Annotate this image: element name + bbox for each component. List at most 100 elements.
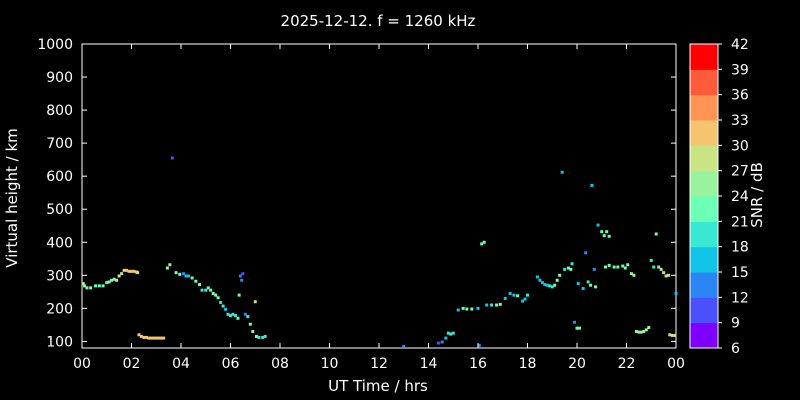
data-point — [194, 279, 198, 283]
data-point — [558, 273, 562, 277]
x-tick-label: 16 — [469, 356, 487, 372]
x-tick-label: 04 — [172, 356, 190, 372]
colorbar-tick-label: 39 — [731, 62, 749, 78]
data-point — [575, 326, 579, 330]
data-point — [477, 343, 481, 347]
data-point — [170, 156, 174, 160]
data-point — [157, 336, 161, 340]
data-point — [136, 271, 140, 275]
data-point — [563, 267, 567, 271]
x-axis-ticks: 00 02 04 06 08 10 12 14 16 18 20 22 00 — [73, 44, 685, 372]
y-tick-label: 800 — [46, 103, 73, 119]
data-point — [456, 308, 460, 312]
data-point — [110, 278, 114, 282]
data-point — [238, 274, 242, 278]
data-point — [209, 288, 213, 292]
colorbar-tick-label: 18 — [731, 240, 749, 256]
x-tick-label: 18 — [519, 356, 537, 372]
data-point — [576, 282, 580, 286]
data-point — [178, 272, 182, 276]
data-point — [543, 283, 547, 287]
data-point — [206, 286, 210, 290]
data-point — [629, 272, 633, 276]
x-tick-label: 14 — [420, 356, 438, 372]
data-point — [243, 312, 247, 316]
data-point — [144, 335, 148, 339]
data-point — [642, 329, 646, 333]
data-point — [105, 281, 109, 285]
data-point — [231, 312, 235, 316]
data-point — [668, 333, 672, 337]
colorbar-tick-label: 33 — [731, 113, 749, 129]
data-point — [490, 303, 494, 307]
data-point — [162, 336, 166, 340]
data-point — [649, 258, 653, 262]
plot-area — [81, 43, 677, 349]
data-point — [204, 288, 208, 292]
data-point — [550, 285, 554, 289]
y-tick-label: 500 — [46, 202, 73, 218]
data-point — [107, 280, 111, 284]
colorbar-tick-label: 12 — [731, 290, 749, 306]
data-point — [664, 274, 668, 278]
y-tick-label: 600 — [46, 169, 73, 185]
x-tick-label: 10 — [321, 356, 339, 372]
colorbar-segment — [690, 120, 718, 146]
data-point — [607, 234, 611, 238]
data-point — [573, 320, 577, 324]
data-point — [596, 223, 600, 227]
data-point — [654, 232, 658, 236]
y-tick-label: 300 — [46, 268, 73, 284]
data-point — [263, 334, 267, 338]
data-point — [186, 274, 190, 278]
colorbar-segment — [690, 322, 718, 349]
data-point — [566, 266, 570, 270]
data-point — [480, 242, 484, 246]
data-point — [602, 234, 606, 238]
data-point — [236, 316, 240, 320]
colorbar-tick-label: 30 — [731, 138, 749, 154]
data-point — [586, 280, 590, 284]
data-point — [616, 265, 620, 269]
x-tick-label: 20 — [568, 356, 586, 372]
data-point — [241, 272, 245, 276]
y-tick-label: 100 — [46, 334, 73, 350]
y-axis-ticks: 100 200 300 400 500 600 700 800 900 1000 — [37, 37, 676, 350]
data-point — [181, 272, 185, 276]
data-point — [662, 271, 666, 275]
data-point — [626, 263, 630, 267]
data-point — [174, 271, 178, 275]
data-point — [211, 291, 215, 295]
data-point — [89, 286, 93, 290]
colorbar-segment — [690, 69, 718, 96]
colorbar-segment — [690, 297, 718, 324]
data-point — [647, 326, 651, 330]
data-point — [233, 314, 237, 318]
data-point — [526, 293, 529, 297]
data-point — [154, 336, 158, 340]
y-axis-label: Virtual height / km — [3, 128, 21, 267]
x-tick-label: 12 — [370, 356, 388, 372]
colorbar-tick-label: 24 — [731, 189, 749, 205]
data-point — [495, 303, 499, 307]
data-point — [94, 284, 98, 288]
data-point — [634, 329, 638, 333]
data-point — [605, 230, 609, 234]
data-point — [117, 274, 121, 278]
data-point — [652, 265, 656, 269]
data-point — [440, 340, 444, 344]
data-point — [149, 336, 153, 340]
data-point — [224, 307, 228, 311]
data-point — [621, 264, 625, 268]
data-point — [165, 266, 169, 270]
data-point — [82, 284, 86, 288]
data-point — [476, 306, 480, 310]
data-point — [673, 333, 677, 337]
colorbar-segment — [690, 145, 718, 172]
data-point — [482, 240, 486, 244]
data-point — [130, 269, 133, 273]
data-point — [670, 333, 674, 337]
data-point — [589, 283, 593, 287]
data-point — [97, 284, 101, 288]
data-point — [152, 336, 156, 340]
